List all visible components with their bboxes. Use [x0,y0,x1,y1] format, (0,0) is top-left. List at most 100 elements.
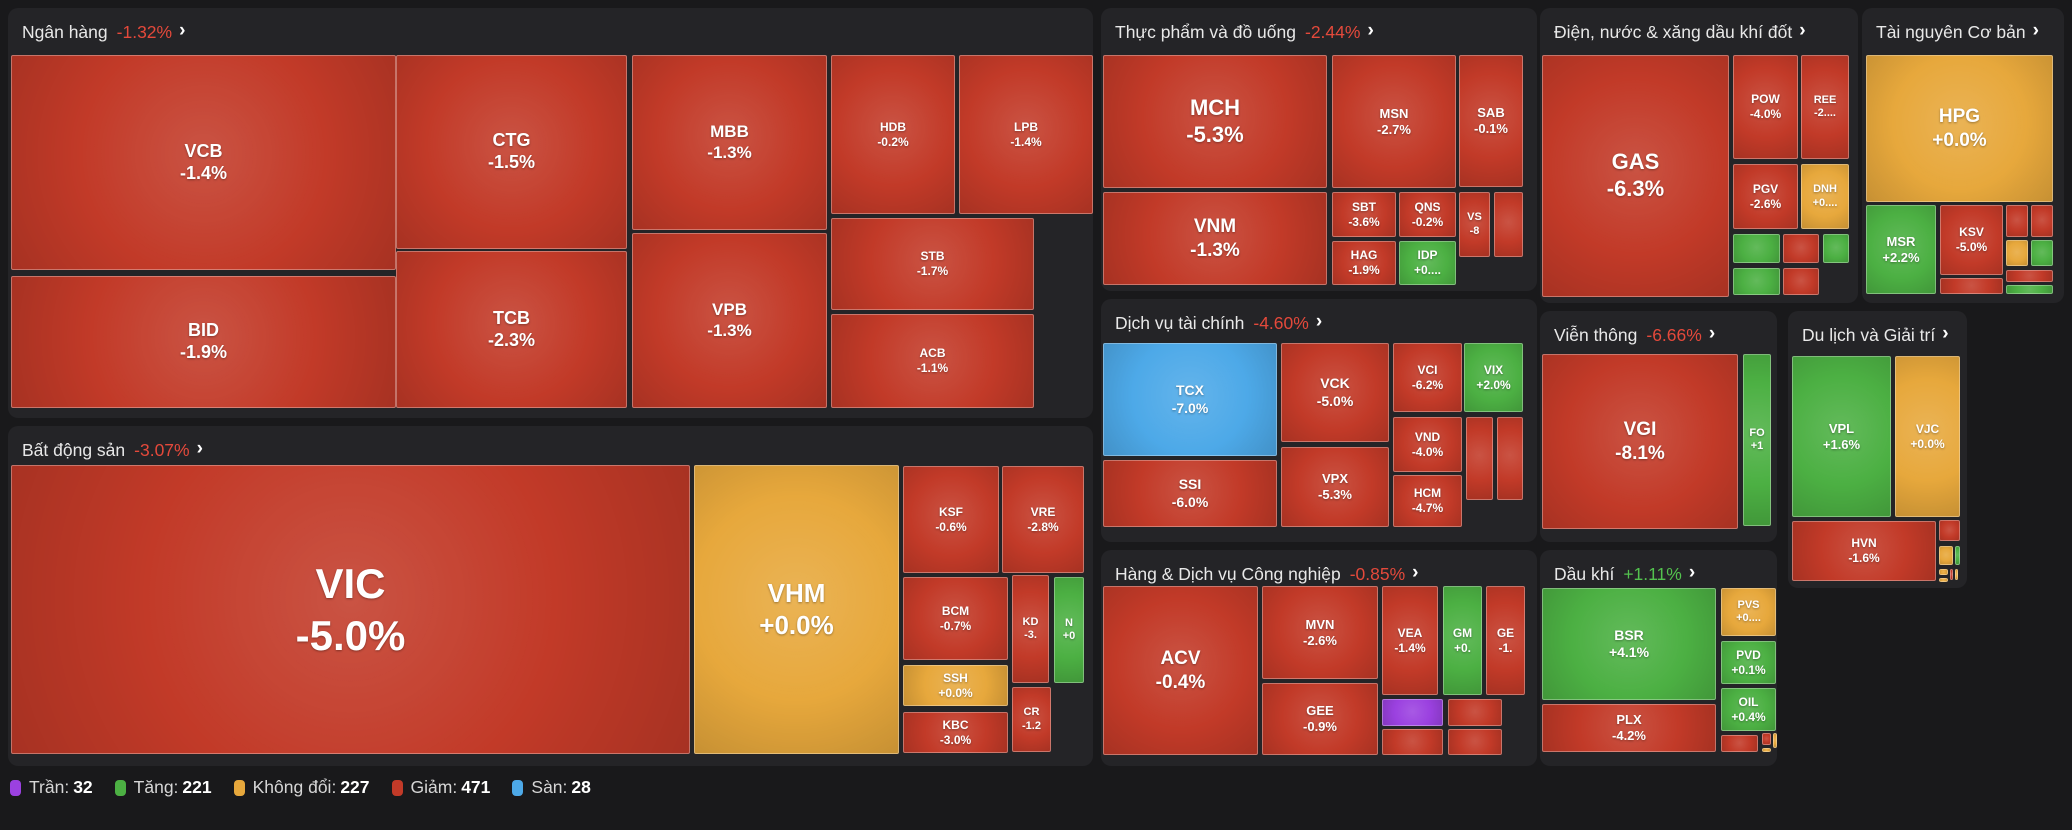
tile-unlabeled[interactable] [1762,748,1771,752]
tile-unlabeled[interactable] [1448,729,1502,755]
tile-unlabeled[interactable] [2006,205,2028,237]
tile-VS[interactable]: VS -8 [1459,192,1490,257]
tile-ACB[interactable]: ACB -1.1% [831,314,1034,408]
tile-ACV[interactable]: ACV -0.4% [1103,586,1258,755]
tile-unlabeled[interactable] [1497,417,1523,500]
tile-LPB[interactable]: LPB -1.4% [959,55,1093,214]
tile-IDP[interactable]: IDP +0.... [1399,241,1456,285]
tile-unlabeled[interactable] [1940,278,2003,294]
tile-MCH[interactable]: MCH -5.3% [1103,55,1327,188]
tile-SSH[interactable]: SSH +0.0% [903,665,1008,706]
tile-GEE[interactable]: GEE -0.9% [1262,683,1378,755]
tile-VCK[interactable]: VCK -5.0% [1281,343,1389,442]
sector-header-industrial-goods-services[interactable]: Hàng & Dịch vụ Công nghiệp -0.85% › [1115,561,1418,587]
tile-VNM[interactable]: VNM -1.3% [1103,192,1327,285]
tile-SAB[interactable]: SAB -0.1% [1459,55,1523,187]
tile-unlabeled[interactable] [2006,240,2028,266]
sector-header-travel-leisure[interactable]: Du lịch và Giải trí › [1802,322,1949,348]
tile-unlabeled[interactable] [1382,729,1443,755]
tile-unlabeled[interactable] [1939,520,1960,541]
tile-VPX[interactable]: VPX -5.3% [1281,447,1389,527]
tile-unlabeled[interactable] [1783,234,1819,263]
tile-VPL[interactable]: VPL +1.6% [1792,356,1891,517]
tile-VPB[interactable]: VPB -1.3% [632,233,827,408]
tile-VHM[interactable]: VHM +0.0% [694,465,899,754]
tile-QNS[interactable]: QNS -0.2% [1399,192,1456,237]
sector-header-oil-gas[interactable]: Dầu khí +1.11% › [1554,561,1695,587]
tile-HCM[interactable]: HCM -4.7% [1393,475,1462,527]
tile-unlabeled[interactable] [1955,546,1960,565]
tile-CR[interactable]: CR -1.2 [1012,687,1051,752]
tile-OIL[interactable]: OIL +0.4% [1721,688,1776,731]
sector-header-banking[interactable]: Ngân hàng -1.32% › [22,19,185,45]
tile-VND[interactable]: VND -4.0% [1393,417,1462,472]
tile-unlabeled[interactable] [1733,234,1780,263]
tile-VGI[interactable]: VGI -8.1% [1542,354,1738,529]
tile-GE[interactable]: GE -1. [1486,586,1525,695]
tile-HDB[interactable]: HDB -0.2% [831,55,955,214]
tile-N[interactable]: N +0 [1054,577,1084,683]
tile-MVN[interactable]: MVN -2.6% [1262,586,1378,679]
tile-BSR[interactable]: BSR +4.1% [1542,588,1716,700]
tile-unlabeled[interactable] [1382,699,1443,726]
tile-unlabeled[interactable] [1823,234,1849,263]
tile-CTG[interactable]: CTG -1.5% [396,55,627,249]
tile-unlabeled[interactable] [2006,285,2053,294]
tile-KSF[interactable]: KSF -0.6% [903,466,999,573]
tile-unlabeled[interactable] [1950,569,1953,580]
tile-POW[interactable]: POW -4.0% [1733,55,1798,159]
tile-VIX[interactable]: VIX +2.0% [1464,343,1523,412]
sector-header-telecom[interactable]: Viễn thông -6.66% › [1554,322,1715,348]
tile-unlabeled[interactable] [1773,733,1777,748]
tile-KSV[interactable]: KSV -5.0% [1940,205,2003,275]
tile-REE[interactable]: REE -2.... [1801,55,1849,159]
tile-unlabeled[interactable] [1733,268,1780,295]
tile-HPG[interactable]: HPG +0.0% [1866,55,2053,202]
tile-unlabeled[interactable] [1939,578,1948,582]
tile-unlabeled[interactable] [1939,546,1953,565]
tile-unlabeled[interactable] [2031,205,2053,237]
tile-unlabeled[interactable] [2031,240,2053,266]
tile-BCM[interactable]: BCM -0.7% [903,577,1008,660]
tile-GAS[interactable]: GAS -6.3% [1542,55,1729,297]
tile-MBB[interactable]: MBB -1.3% [632,55,827,230]
tile-VCI[interactable]: VCI -6.2% [1393,343,1462,412]
tile-HAG[interactable]: HAG -1.9% [1332,241,1396,285]
tile-DNH[interactable]: DNH +0.... [1801,164,1849,229]
sector-header-utilities-energy[interactable]: Điện, nước & xăng dầu khí đốt › [1554,19,1806,45]
tile-SBT[interactable]: SBT -3.6% [1332,192,1396,237]
tile-unlabeled[interactable] [1448,699,1502,726]
tile-VRE[interactable]: VRE -2.8% [1002,466,1084,573]
tile-GM[interactable]: GM +0. [1443,586,1482,695]
tile-unlabeled[interactable] [2006,270,2053,282]
tile-unlabeled[interactable] [1783,268,1819,295]
tile-unlabeled[interactable] [1721,735,1758,752]
sector-header-real-estate[interactable]: Bất động sản -3.07% › [22,437,203,463]
tile-unlabeled[interactable] [1494,192,1523,257]
tile-VEA[interactable]: VEA -1.4% [1382,586,1438,695]
tile-KD[interactable]: KD -3. [1012,575,1049,683]
tile-STB[interactable]: STB -1.7% [831,218,1034,310]
sector-header-food-beverage[interactable]: Thực phẩm và đồ uống -2.44% › [1115,19,1374,45]
tile-MSR[interactable]: MSR +2.2% [1866,205,1936,294]
tile-PVS[interactable]: PVS +0.... [1721,588,1776,636]
tile-MSN[interactable]: MSN -2.7% [1332,55,1456,188]
tile-HVN[interactable]: HVN -1.6% [1792,521,1936,581]
tile-PVD[interactable]: PVD +0.1% [1721,641,1776,684]
tile-VCB[interactable]: VCB -1.4% [11,55,396,270]
tile-VIC[interactable]: VIC -5.0% [11,465,690,754]
tile-unlabeled[interactable] [1762,733,1771,745]
tile-unlabeled[interactable] [1466,417,1493,500]
sector-header-financial-services[interactable]: Dịch vụ tài chính -4.60% › [1115,310,1322,336]
tile-unlabeled[interactable] [1939,569,1948,575]
tile-SSI[interactable]: SSI -6.0% [1103,460,1277,527]
tile-TCB[interactable]: TCB -2.3% [396,251,627,408]
tile-TCX[interactable]: TCX -7.0% [1103,343,1277,456]
tile-KBC[interactable]: KBC -3.0% [903,712,1008,753]
tile-unlabeled[interactable] [1955,569,1958,580]
tile-FO[interactable]: FO +1 [1743,354,1771,526]
tile-VJC[interactable]: VJC +0.0% [1895,356,1960,517]
sector-header-basic-resources[interactable]: Tài nguyên Cơ bản › [1876,19,2039,45]
tile-PGV[interactable]: PGV -2.6% [1733,164,1798,229]
tile-BID[interactable]: BID -1.9% [11,276,396,408]
